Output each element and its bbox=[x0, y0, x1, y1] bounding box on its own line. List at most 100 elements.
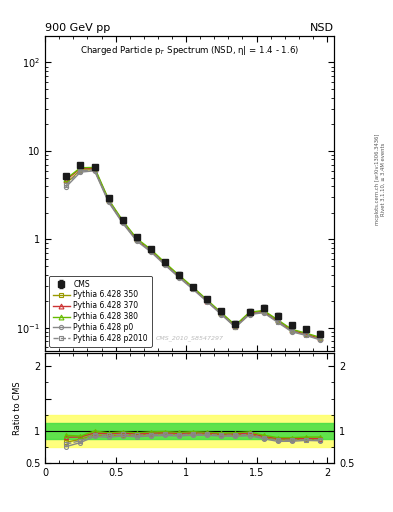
Pythia 6.428 380 bbox=[247, 309, 252, 315]
Pythia 6.428 370 bbox=[64, 177, 69, 183]
Pythia 6.428 p2010 bbox=[134, 237, 139, 243]
Pythia 6.428 p2010 bbox=[303, 332, 308, 338]
Pythia 6.428 350 bbox=[134, 237, 139, 243]
Line: Pythia 6.428 p0: Pythia 6.428 p0 bbox=[64, 169, 322, 342]
Pythia 6.428 p2010 bbox=[275, 318, 280, 325]
Text: Rivet 3.1.10, ≥ 3.4M events: Rivet 3.1.10, ≥ 3.4M events bbox=[381, 142, 386, 216]
Pythia 6.428 380 bbox=[275, 317, 280, 323]
Pythia 6.428 380 bbox=[205, 297, 209, 303]
Pythia 6.428 370 bbox=[289, 327, 294, 333]
Pythia 6.428 p0 bbox=[106, 199, 111, 205]
Y-axis label: Ratio to CMS: Ratio to CMS bbox=[13, 381, 22, 435]
Pythia 6.428 350 bbox=[275, 318, 280, 325]
Line: Pythia 6.428 370: Pythia 6.428 370 bbox=[64, 166, 322, 340]
Pythia 6.428 370 bbox=[205, 297, 209, 304]
Pythia 6.428 350 bbox=[289, 328, 294, 334]
Pythia 6.428 370 bbox=[163, 260, 167, 266]
Pythia 6.428 p2010 bbox=[120, 219, 125, 225]
Pythia 6.428 p0 bbox=[64, 183, 69, 189]
Pythia 6.428 370 bbox=[318, 335, 322, 342]
Pythia 6.428 p0 bbox=[233, 324, 238, 330]
Bar bbox=[45, 415, 334, 447]
Pythia 6.428 p0 bbox=[149, 249, 153, 255]
Text: CMS_2010_S8547297: CMS_2010_S8547297 bbox=[156, 335, 224, 342]
Pythia 6.428 370 bbox=[261, 308, 266, 314]
Pythia 6.428 350 bbox=[106, 198, 111, 204]
Pythia 6.428 350 bbox=[64, 180, 69, 186]
Pythia 6.428 350 bbox=[318, 336, 322, 342]
Line: Pythia 6.428 350: Pythia 6.428 350 bbox=[64, 167, 322, 341]
Pythia 6.428 p0 bbox=[163, 262, 167, 268]
Pythia 6.428 p0 bbox=[120, 220, 125, 226]
Pythia 6.428 350 bbox=[233, 324, 238, 330]
Pythia 6.428 350 bbox=[191, 285, 195, 291]
Pythia 6.428 380 bbox=[134, 236, 139, 242]
Pythia 6.428 p2010 bbox=[149, 248, 153, 254]
Pythia 6.428 350 bbox=[261, 309, 266, 315]
Pythia 6.428 370 bbox=[106, 197, 111, 203]
Pythia 6.428 370 bbox=[247, 310, 252, 316]
Pythia 6.428 370 bbox=[191, 285, 195, 291]
Pythia 6.428 370 bbox=[275, 317, 280, 324]
Pythia 6.428 p2010 bbox=[177, 274, 182, 280]
Pythia 6.428 370 bbox=[303, 331, 308, 337]
Pythia 6.428 380 bbox=[106, 197, 111, 203]
Pythia 6.428 p2010 bbox=[318, 336, 322, 343]
Text: 900 GeV pp: 900 GeV pp bbox=[45, 23, 110, 33]
Pythia 6.428 380 bbox=[163, 260, 167, 266]
Pythia 6.428 p2010 bbox=[247, 311, 252, 317]
Pythia 6.428 p2010 bbox=[261, 309, 266, 315]
Pythia 6.428 350 bbox=[177, 273, 182, 280]
Pythia 6.428 350 bbox=[247, 311, 252, 317]
Pythia 6.428 380 bbox=[149, 246, 153, 252]
Line: Pythia 6.428 380: Pythia 6.428 380 bbox=[64, 165, 322, 340]
Pythia 6.428 350 bbox=[92, 167, 97, 173]
Pythia 6.428 370 bbox=[233, 323, 238, 329]
Pythia 6.428 380 bbox=[261, 307, 266, 313]
Text: NSD: NSD bbox=[310, 23, 334, 33]
Pythia 6.428 p0 bbox=[261, 310, 266, 316]
Pythia 6.428 p0 bbox=[289, 329, 294, 335]
Pythia 6.428 p0 bbox=[177, 274, 182, 281]
Pythia 6.428 380 bbox=[92, 164, 97, 170]
Line: Pythia 6.428 p2010: Pythia 6.428 p2010 bbox=[64, 167, 322, 342]
Pythia 6.428 380 bbox=[289, 326, 294, 332]
Pythia 6.428 p0 bbox=[134, 238, 139, 244]
Pythia 6.428 p0 bbox=[318, 337, 322, 343]
Pythia 6.428 380 bbox=[318, 334, 322, 340]
Pythia 6.428 p0 bbox=[247, 311, 252, 317]
Pythia 6.428 p0 bbox=[205, 299, 209, 305]
Pythia 6.428 p2010 bbox=[205, 298, 209, 305]
Pythia 6.428 p0 bbox=[92, 168, 97, 174]
Pythia 6.428 380 bbox=[219, 310, 224, 316]
Pythia 6.428 p2010 bbox=[106, 198, 111, 204]
Pythia 6.428 p2010 bbox=[92, 167, 97, 173]
Pythia 6.428 p0 bbox=[78, 169, 83, 175]
Pythia 6.428 p2010 bbox=[289, 328, 294, 334]
Pythia 6.428 370 bbox=[120, 218, 125, 224]
Pythia 6.428 350 bbox=[219, 311, 224, 317]
Text: mcplots.cern.ch [arXiv:1306.3436]: mcplots.cern.ch [arXiv:1306.3436] bbox=[375, 134, 380, 225]
Pythia 6.428 350 bbox=[120, 220, 125, 226]
Pythia 6.428 350 bbox=[78, 167, 83, 173]
Pythia 6.428 370 bbox=[78, 165, 83, 172]
Pythia 6.428 p2010 bbox=[191, 286, 195, 292]
Pythia 6.428 p2010 bbox=[163, 261, 167, 267]
Pythia 6.428 p2010 bbox=[64, 182, 69, 188]
Pythia 6.428 p0 bbox=[275, 319, 280, 326]
Pythia 6.428 380 bbox=[191, 284, 195, 290]
Pythia 6.428 350 bbox=[149, 248, 153, 254]
Text: Charged Particle p$_T$ Spectrum (NSD, η| = 1.4 - 1.6): Charged Particle p$_T$ Spectrum (NSD, η|… bbox=[80, 44, 299, 57]
Pythia 6.428 p0 bbox=[219, 311, 224, 317]
Pythia 6.428 370 bbox=[92, 165, 97, 172]
Pythia 6.428 380 bbox=[233, 322, 238, 328]
Legend: CMS, Pythia 6.428 350, Pythia 6.428 370, Pythia 6.428 380, Pythia 6.428 p0, Pyth: CMS, Pythia 6.428 350, Pythia 6.428 370,… bbox=[49, 276, 152, 347]
Pythia 6.428 350 bbox=[303, 331, 308, 337]
Pythia 6.428 p0 bbox=[191, 286, 195, 292]
Pythia 6.428 380 bbox=[303, 330, 308, 336]
Pythia 6.428 350 bbox=[205, 298, 209, 304]
Pythia 6.428 380 bbox=[64, 176, 69, 182]
Pythia 6.428 380 bbox=[78, 165, 83, 171]
Pythia 6.428 370 bbox=[219, 310, 224, 316]
Pythia 6.428 350 bbox=[163, 261, 167, 267]
